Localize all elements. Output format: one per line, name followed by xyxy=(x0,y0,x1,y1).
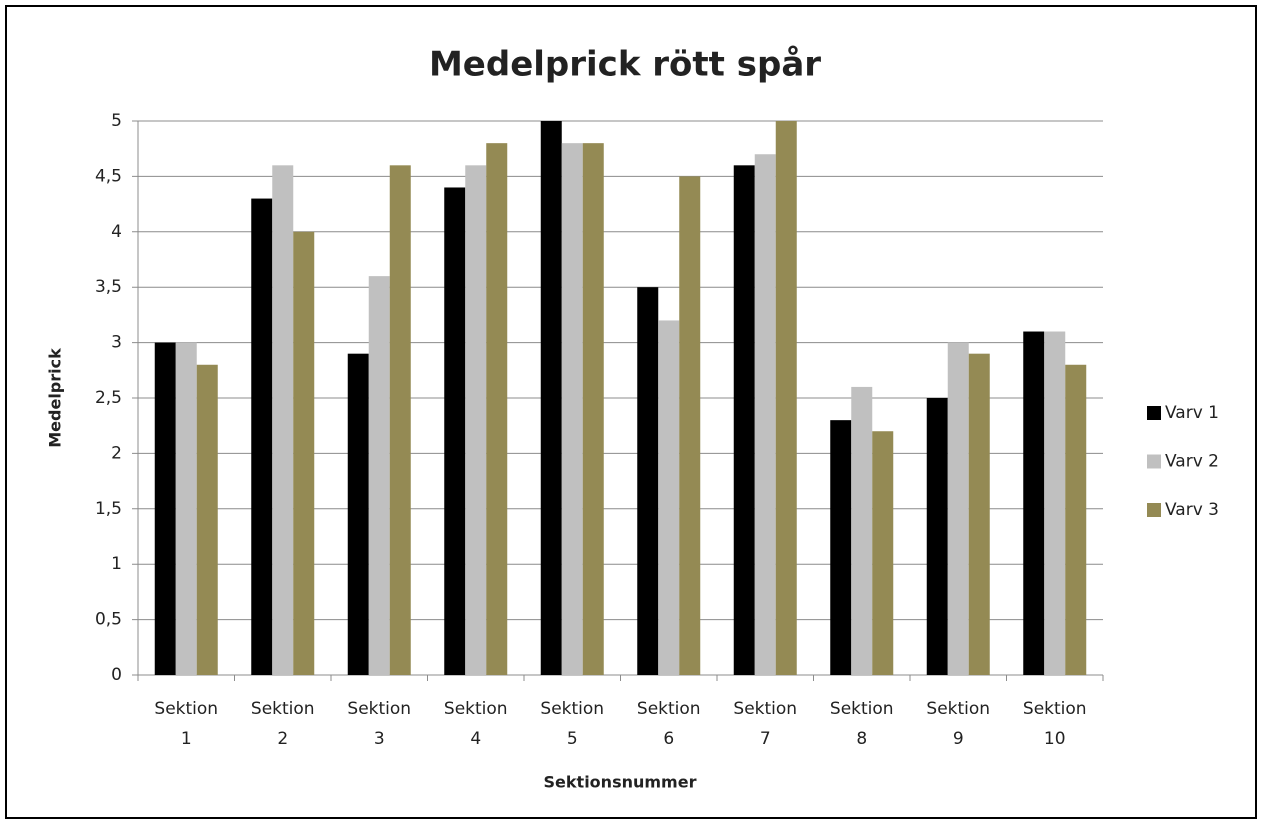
y-axis-label: Medelprick xyxy=(46,348,65,448)
y-tick-label: 4 xyxy=(111,222,122,242)
x-tick-label: Sektion 9 xyxy=(926,699,991,749)
y-tick-label: 3,5 xyxy=(95,277,122,297)
legend-swatch xyxy=(1147,503,1161,517)
y-tick-label: 0,5 xyxy=(95,610,122,630)
y-tick-label: 5 xyxy=(111,111,122,131)
y-tick-label: 2 xyxy=(111,443,122,463)
bar xyxy=(1065,364,1087,675)
bar xyxy=(444,187,466,676)
bar xyxy=(293,231,315,676)
x-tick-label: Sektion 8 xyxy=(829,699,894,749)
bar xyxy=(175,342,197,675)
y-tick-label: 3 xyxy=(111,333,122,353)
x-tick-label: Sektion 7 xyxy=(733,699,798,749)
bar xyxy=(1044,331,1066,675)
legend-label: Varv 3 xyxy=(1165,500,1219,520)
x-tick-label: Sektion 5 xyxy=(540,699,605,749)
y-tick-label: 4,5 xyxy=(95,166,122,186)
y-tick-label: 1 xyxy=(111,554,122,574)
bar xyxy=(851,386,873,675)
bar xyxy=(637,287,659,675)
bar xyxy=(926,398,948,675)
bar xyxy=(196,364,218,675)
x-axis-label: Sektionsnummer xyxy=(544,773,697,792)
bar xyxy=(561,143,583,675)
bar xyxy=(947,342,969,675)
bar xyxy=(347,353,369,675)
legend-swatch xyxy=(1147,454,1161,469)
y-tick-label: 2,5 xyxy=(95,388,122,408)
legend-label: Varv 1 xyxy=(1165,403,1219,423)
bar xyxy=(754,154,776,676)
bar xyxy=(968,353,990,675)
bar xyxy=(1023,331,1045,675)
x-tick-label: Sektion 3 xyxy=(347,699,412,749)
bar xyxy=(251,198,273,675)
x-tick-label: Sektion 1 xyxy=(154,699,219,749)
y-tick-label: 1,5 xyxy=(95,499,122,519)
bar xyxy=(775,121,797,675)
bar xyxy=(679,176,701,675)
legend-swatch xyxy=(1147,406,1161,420)
bar xyxy=(830,420,852,675)
bar xyxy=(272,165,294,675)
bar xyxy=(582,143,604,675)
chart-title: Medelprick rött spår xyxy=(429,45,821,85)
bar xyxy=(733,165,755,675)
x-tick-label: Sektion 2 xyxy=(250,699,315,749)
bar xyxy=(658,320,680,675)
x-tick-label: Sektion 4 xyxy=(443,699,508,749)
bar xyxy=(540,121,562,675)
bar xyxy=(486,143,508,675)
bar xyxy=(389,165,411,675)
x-tick-label: Sektion 10 xyxy=(1022,699,1087,749)
bar xyxy=(368,276,390,675)
bar xyxy=(154,342,176,675)
legend-label: Varv 2 xyxy=(1165,452,1219,472)
bar xyxy=(465,165,487,675)
bar xyxy=(872,431,894,675)
x-tick-label: Sektion 6 xyxy=(636,699,701,749)
y-tick-label: 0 xyxy=(111,665,122,685)
